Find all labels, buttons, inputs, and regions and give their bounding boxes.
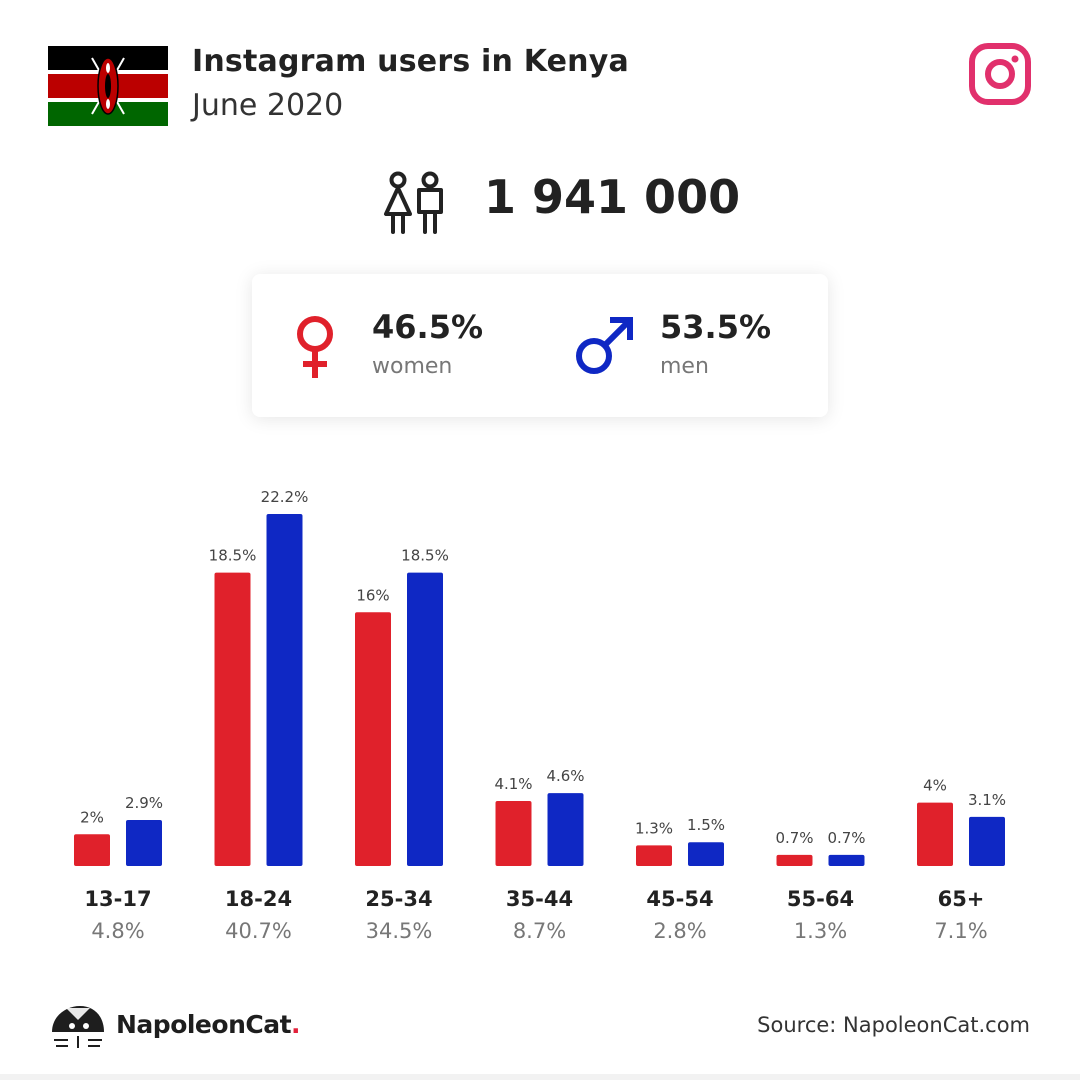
age-group-total-55-64: 1.3% bbox=[794, 919, 847, 943]
men-bar-label-45-54: 1.5% bbox=[687, 816, 725, 834]
women-bar-label-18-24: 18.5% bbox=[209, 547, 257, 565]
age-group-total-35-44: 8.7% bbox=[513, 919, 566, 943]
age-group-total-65+: 7.1% bbox=[934, 919, 987, 943]
men-bar-label-13-17: 2.9% bbox=[125, 794, 163, 812]
age-group-label-65+: 65+ bbox=[938, 887, 985, 911]
total-users-value: 1 941 000 bbox=[484, 170, 741, 224]
men-percentage: 53.5% bbox=[660, 308, 772, 346]
page-title: Instagram users in Kenya bbox=[192, 44, 629, 79]
men-label: men bbox=[660, 354, 709, 379]
men-bar-label-55-64: 0.7% bbox=[827, 829, 865, 847]
age-group-total-18-24: 40.7% bbox=[225, 919, 292, 943]
brand-name: NapoleonCat. bbox=[116, 1010, 301, 1039]
men-bar-65+ bbox=[969, 816, 1005, 866]
age-group-total-13-17: 4.8% bbox=[91, 919, 144, 943]
age-group-label-55-64: 55-64 bbox=[787, 887, 854, 911]
source-note: Source: NapoleonCat.com bbox=[757, 1013, 1030, 1037]
women-bar-label-45-54: 1.3% bbox=[635, 819, 673, 837]
women-bar-25-34 bbox=[355, 612, 391, 866]
women-bar-55-64 bbox=[776, 854, 813, 866]
page-subtitle: June 2020 bbox=[192, 88, 344, 123]
women-bar-label-25-34: 16% bbox=[356, 586, 389, 604]
people-icon bbox=[384, 171, 443, 234]
men-bar-25-34 bbox=[407, 572, 443, 866]
male-symbol-icon bbox=[576, 317, 633, 374]
age-group-total-25-34: 34.5% bbox=[366, 919, 433, 943]
brand-dot: . bbox=[291, 1010, 301, 1039]
women-label: women bbox=[372, 354, 453, 379]
women-bar-45-54 bbox=[636, 845, 672, 866]
women-bar-65+ bbox=[917, 802, 953, 866]
age-group-label-35-44: 35-44 bbox=[506, 887, 573, 911]
men-bar-55-64 bbox=[828, 854, 865, 866]
napoleoncat-icon bbox=[52, 1006, 104, 1048]
brand-name-text: NapoleonCat bbox=[116, 1010, 292, 1039]
women-bar-label-35-44: 4.1% bbox=[494, 775, 532, 793]
men-bar-13-17 bbox=[126, 820, 162, 866]
women-bar-35-44 bbox=[495, 800, 532, 866]
instagram-icon bbox=[969, 43, 1031, 105]
men-bar-label-18-24: 22.2% bbox=[261, 488, 309, 506]
men-bar-45-54 bbox=[688, 842, 724, 866]
age-group-label-45-54: 45-54 bbox=[646, 887, 713, 911]
kenya-flag-icon bbox=[48, 46, 168, 126]
women-bar-18-24 bbox=[214, 572, 251, 866]
bottom-divider bbox=[0, 1074, 1080, 1080]
women-percentage: 46.5% bbox=[372, 308, 484, 346]
women-bar-label-55-64: 0.7% bbox=[775, 829, 813, 847]
age-group-total-45-54: 2.8% bbox=[653, 919, 706, 943]
men-bar-label-25-34: 18.5% bbox=[401, 547, 449, 565]
age-group-label-13-17: 13-17 bbox=[84, 887, 151, 911]
female-symbol-icon bbox=[297, 316, 333, 378]
men-bar-label-65+: 3.1% bbox=[968, 791, 1006, 809]
women-bar-label-65+: 4% bbox=[923, 777, 947, 795]
men-bar-label-35-44: 4.6% bbox=[546, 767, 584, 785]
age-gender-bar-chart: 2% 2.9% 13-17 4.8% 18.5% 22.2% 18-24 40.7% 16% 18… bbox=[74, 488, 1006, 943]
men-bar-18-24 bbox=[266, 514, 303, 866]
age-group-label-25-34: 25-34 bbox=[365, 887, 432, 911]
men-bar-35-44 bbox=[547, 793, 584, 866]
gender-split-card: 46.5% women 53.5% men bbox=[252, 274, 828, 417]
women-bar-13-17 bbox=[74, 834, 110, 866]
women-bar-label-13-17: 2% bbox=[80, 808, 104, 826]
age-group-label-18-24: 18-24 bbox=[225, 887, 292, 911]
